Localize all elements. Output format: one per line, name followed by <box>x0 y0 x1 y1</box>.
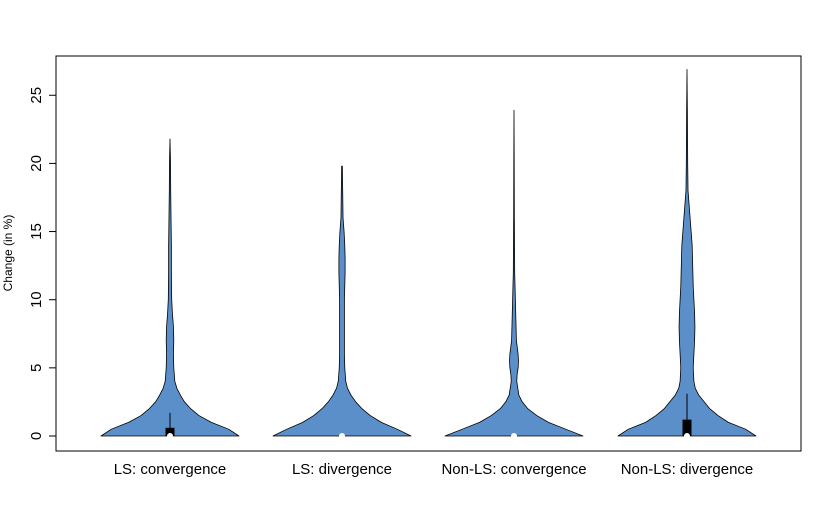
y-tick-label: 5 <box>28 364 45 372</box>
violin-iqr-box <box>165 427 175 436</box>
violin-median-dot <box>511 433 517 439</box>
violins <box>100 68 757 439</box>
y-tick-label: 20 <box>28 155 45 172</box>
violin-median-dot <box>167 433 173 439</box>
violin-body <box>444 109 584 437</box>
y-tick-label: 15 <box>28 223 45 240</box>
x-axis-labels: LS: convergence LS: divergence Non-LS: con… <box>114 461 754 478</box>
x-category-label: Non-LS: convergence <box>441 461 586 478</box>
y-axis-title: Change (in %) <box>1 215 15 292</box>
violin-median-dot <box>684 433 690 439</box>
violin-body <box>272 165 412 437</box>
y-tick-label: 10 <box>28 291 45 308</box>
x-category-label: Non-LS: divergence <box>621 461 754 478</box>
y-tick-label: 0 <box>28 432 45 440</box>
x-category-label: LS: convergence <box>114 461 227 478</box>
violin-median-dot <box>339 433 345 439</box>
violin-body <box>100 138 240 437</box>
x-category-label: LS: divergence <box>292 461 392 478</box>
violin-body <box>617 68 757 437</box>
y-tick-label: 25 <box>28 87 45 104</box>
y-axis: 0 5 10 15 20 25 <box>28 87 57 440</box>
violin-iqr-box <box>682 419 692 436</box>
